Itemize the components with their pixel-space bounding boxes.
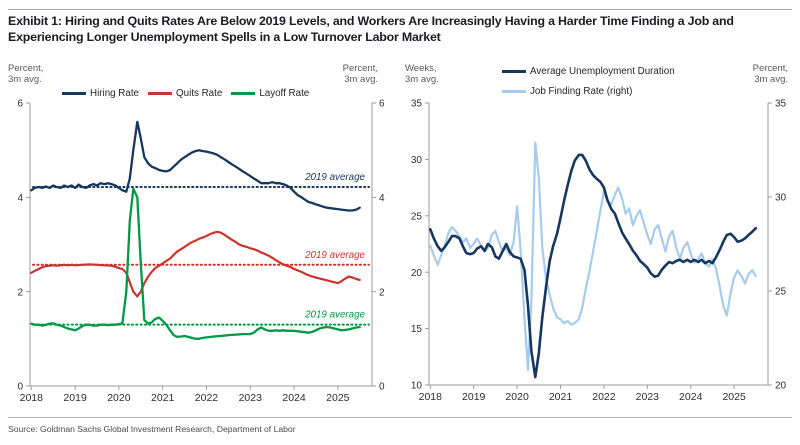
y-tick-label-right: 6 [379, 99, 385, 110]
y-tick-label-right: 2 [379, 287, 385, 298]
legend-item-avg-unemployment-duration: Average Unemployment Duration [502, 66, 675, 77]
x-tick-label: 2023 [239, 392, 263, 404]
left-chart-caption-right: Percent, 3m avg. [330, 63, 378, 86]
legend-label: Hiring Rate [90, 88, 140, 99]
y-tick-label-left: 30 [411, 155, 423, 166]
exhibit-title: Exhibit 1: Hiring and Quits Rates Are Be… [8, 13, 794, 46]
legend-item-hiring-rate: Hiring Rate [62, 88, 139, 99]
y-tick-label-right: 4 [379, 193, 385, 204]
footer-divider [8, 417, 792, 418]
job-finding-rate-swatch [502, 90, 526, 93]
caption-text: 3m avg. [754, 74, 788, 86]
x-tick-label: 2025 [326, 392, 350, 404]
legend-item-quits-rate: Quits Rate [148, 88, 222, 99]
caption-text: 3m avg. [344, 74, 378, 86]
hiring-quits-layoff-chart: 0 2 4 6 0 2 4 6 2018 2019 2020 2021 2022 2023 2024 2025… [17, 99, 385, 404]
caption-text: 3m avg. [405, 74, 439, 86]
legend-item-job-finding-rate: Job Finding Rate (right) [502, 86, 675, 97]
x-tick-label: 2020 [107, 392, 131, 404]
x-tick-label: 2022 [592, 391, 616, 403]
x-tick-label: 2018 [20, 392, 44, 404]
legend-label: Layoff Rate [259, 88, 310, 99]
caption-text: Percent, [342, 63, 378, 74]
top-divider [8, 9, 792, 10]
x-tick-label: 2021 [549, 391, 573, 403]
ref-line-label: 2019 average [304, 172, 365, 183]
y-tick-label-left: 35 [411, 99, 423, 110]
x-tick-label: 2024 [679, 391, 703, 403]
hiring-rate-line [30, 120, 361, 212]
right-chart-legend: Average Unemployment Duration Job Findin… [502, 66, 675, 106]
y-tick-label-right: 25 [775, 287, 787, 298]
y-tick-label-right: 0 [379, 382, 385, 393]
x-tick-label: 2021 [151, 392, 175, 404]
y-tick-label-left: 0 [17, 382, 23, 393]
x-tick-label: 2018 [419, 391, 443, 403]
x-tick-label: 2019 [462, 391, 486, 403]
average-unemployment-duration-line [428, 153, 758, 379]
caption-text: Weeks, [405, 63, 437, 74]
y-tick-label-right: 30 [775, 193, 787, 204]
y-tick-label-left: 2 [17, 287, 23, 298]
legend-label: Average Unemployment Duration [530, 66, 675, 77]
x-tick-label: 2019 [63, 392, 87, 404]
y-tick-label-left: 20 [411, 268, 423, 279]
quits-rate-line [30, 230, 361, 298]
ref-line-label: 2019 average [304, 250, 365, 261]
layoff-rate-line [30, 187, 361, 340]
y-tick-label-left: 15 [411, 324, 423, 335]
y-tick-label-left: 6 [17, 99, 23, 110]
x-tick-label: 2025 [722, 391, 746, 403]
exhibit-title-line2: Experiencing Longer Unemployment Spells … [8, 30, 441, 45]
y-tick-label-left: 25 [411, 211, 423, 222]
x-tick-label: 2022 [195, 392, 219, 404]
avg-unemployment-duration-swatch [502, 70, 526, 73]
exhibit-title-line1: Exhibit 1: Hiring and Quits Rates Are Be… [8, 14, 734, 28]
source-note: Source: Goldman Sachs Global Investment … [8, 424, 296, 434]
right-chart-caption-left: Weeks, 3m avg. [405, 63, 439, 86]
hiring-rate-swatch [62, 92, 86, 95]
left-chart-legend: Hiring Rate Quits Rate Layoff Rate [62, 88, 309, 99]
x-tick-label: 2024 [282, 392, 306, 404]
right-chart-caption-right: Percent, 3m avg. [740, 63, 788, 86]
ref-line-label: 2019 average [304, 310, 365, 321]
y-tick-label-left: 10 [411, 381, 423, 392]
caption-text: Percent, [752, 63, 788, 74]
layoff-rate-swatch [231, 92, 256, 95]
legend-label: Job Finding Rate (right) [530, 86, 633, 97]
x-tick-label: 2023 [636, 391, 660, 403]
legend-label: Quits Rate [176, 88, 223, 99]
legend-item-layoff-rate: Layoff Rate [231, 88, 309, 99]
y-tick-label-right: 35 [775, 99, 787, 110]
caption-text: 3m avg. [8, 74, 42, 86]
quits-rate-swatch [148, 92, 173, 95]
x-tick-label: 2020 [505, 391, 529, 403]
y-tick-label-left: 4 [17, 193, 23, 204]
caption-text: Percent, [8, 63, 44, 74]
y-tick-label-right: 20 [775, 381, 787, 392]
left-chart-caption-left: Percent, 3m avg. [8, 63, 43, 86]
